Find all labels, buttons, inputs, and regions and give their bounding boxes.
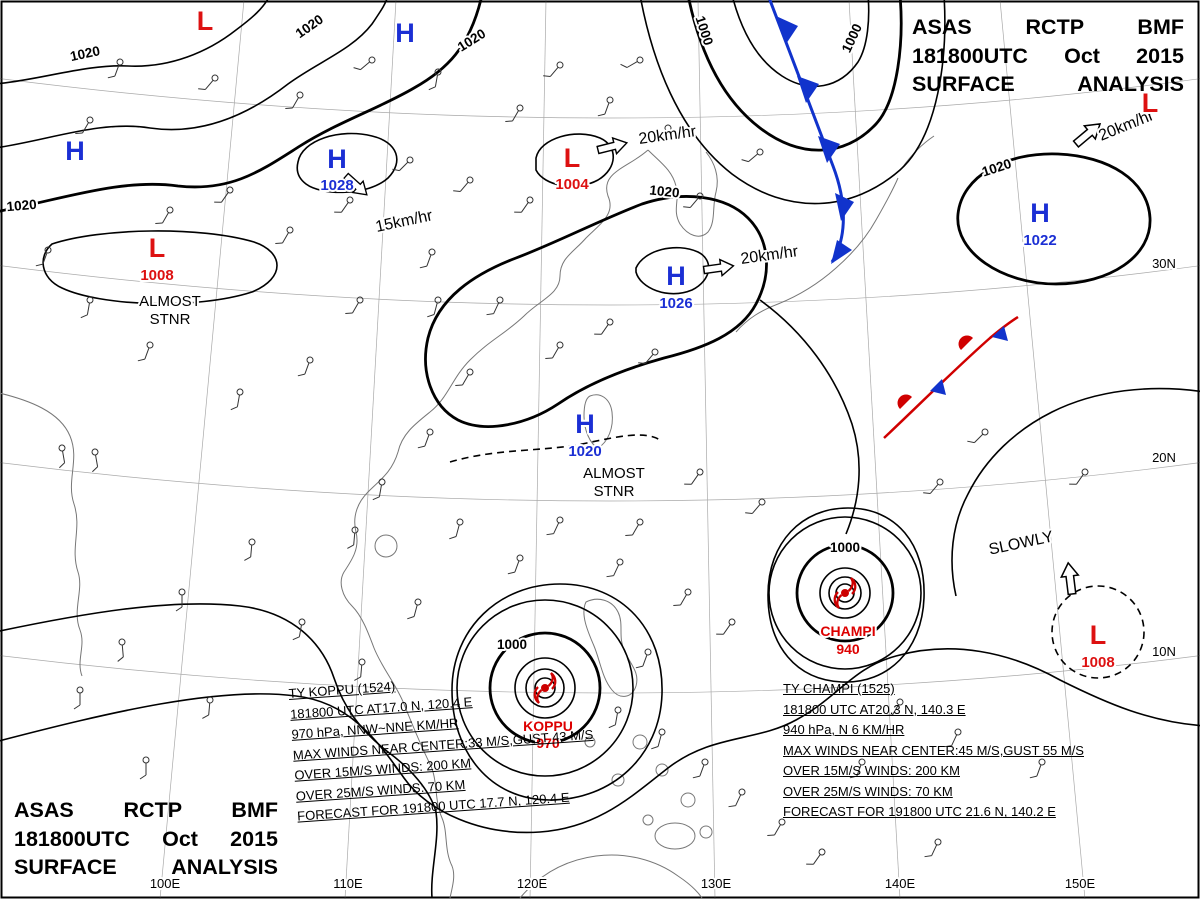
ty-info-line: MAX WINDS NEAR CENTER:45 M/S,GUST 55 M/S [783,742,1084,758]
troughs [449,434,1145,679]
cold-front [768,0,854,264]
cold-front-pip [797,76,819,103]
trough-dashed-central [449,434,661,463]
high-value: 1028 [320,177,353,194]
longitude-label: 120E [517,876,548,891]
cold-front-pip [930,379,946,395]
low-center: L [564,143,581,173]
isobar-1020-central [424,195,768,428]
longitude-label: 150E [1065,876,1096,891]
isobar-label: 1000 [830,540,860,555]
typhoon-info-koppu: TY KOPPU (1524) 181800 UTC AT17.0 N, 120… [288,663,598,827]
coast-korea [647,149,718,237]
isobar-label: 1020 [6,197,37,215]
longitude-label: 110E [333,876,363,891]
low-center: L [149,233,166,263]
low-value: 1008 [140,267,173,284]
isobar-l1008-east-dashed [1051,585,1145,679]
typhoon-name: CHAMPI [820,623,875,639]
almost-stnr-note: STNR [594,483,635,500]
high-value: 1022 [1023,232,1056,249]
high-center: H [666,261,686,291]
ty-info-line: TY CHAMPI (1525) [783,681,895,696]
title-block-bottom-left: ASAS RCTP BMF 181800UTC Oct 2015 SURFACE… [14,796,278,882]
low-value: 1004 [555,176,589,193]
almost-stnr-note: ALMOST [139,293,201,310]
coast-china-indochina [340,149,649,899]
low-center: L [1142,88,1159,118]
longitude-label: 130E [701,876,732,891]
isobar-h1028 [296,132,398,194]
chart-datetime: 181800UTC Oct 2015 [14,826,278,851]
ty-info-line: 940 hPa, N 6 KM/HR [783,722,905,738]
isobar-label: 1020 [649,182,680,200]
coast-hainan [374,534,398,558]
high-center: H [327,144,347,174]
cold-front-pip [818,136,840,163]
cold-front-pip [992,326,1008,341]
longitude-label: 140E [885,876,916,891]
coast-japan [735,177,899,333]
coast-borneo [519,854,703,899]
warm-front-pip [897,394,912,409]
cold-front-pip [835,193,854,221]
isobar-labels: 1020 1020 1020 1020 1020 1020 1000 1000 … [4,10,1015,654]
latitude-label: 10N [1152,644,1176,659]
high-value: 1026 [659,295,692,312]
cold-front-pip [831,240,852,264]
isobar-l1004 [535,133,614,188]
latitude-label: 30N [1152,256,1176,271]
low-center: L [1090,620,1107,650]
high-center: H [65,136,85,166]
coast-taiwan [583,394,613,449]
chart-datetime: 181800UTC Oct 2015 [912,43,1184,68]
ty-info-line: FORECAST FOR 191800 UTC 21.6 N, 140.2 E [783,804,1056,820]
isobar-h1022 [956,152,1152,286]
isobar-label: 1000 [497,637,527,652]
typhoon-name: KOPPU [523,718,573,734]
typhoon-pressure: 970 [536,735,560,751]
chart-type: SURFACE ANALYSIS [912,72,1184,97]
cold-front-pip [776,16,798,44]
pressure-systems: L H H H 1028 L 1004 L 1008 ALMOST STNR H… [63,4,1160,673]
typhoon-pressure: 940 [836,641,860,657]
low-center: L [197,6,214,36]
ty-info-line: 181800 UTC AT20.3 N, 140.3 E [783,701,966,717]
latitude-label: 20N [1152,450,1176,465]
almost-stnr-note: STNR [150,311,191,328]
low-value: 1008 [1081,654,1114,671]
high-center: H [395,18,415,48]
coast-west-edge [0,392,83,677]
coast-luzon [583,598,638,697]
title-block-top-right: ASAS RCTP BMF 181800UTC Oct 2015 SURFACE… [912,13,1184,99]
high-center: H [575,409,595,439]
chart-id: ASAS RCTP BMF [912,15,1184,39]
warm-front-pip [958,335,973,350]
longitude-label: 100E [150,876,181,891]
ty-info-line: OVER 15M/S WINDS: 200 KM [783,763,960,779]
almost-stnr-note: ALMOST [583,465,645,482]
high-value: 1020 [568,443,601,460]
chart-type: SURFACE ANALYSIS [14,855,278,880]
ty-info-line: OVER 25M/S WINDS: 70 KM [783,783,953,799]
typhoons: KOPPU 970 CHAMPI 940 [521,576,878,753]
high-center: H [1030,198,1050,228]
chart-id: ASAS RCTP BMF [14,798,278,822]
stationary-front [883,315,1019,439]
graticule-labels: 30N 20N 10N 100E 110E 120E 130E 140E 150… [148,254,1178,893]
isobar-l1008-west [42,230,278,305]
typhoon-info-champi: TY CHAMPI (1525) 181800 UTC AT20.3 N, 14… [783,679,1084,823]
coast-mindanao [654,822,696,850]
